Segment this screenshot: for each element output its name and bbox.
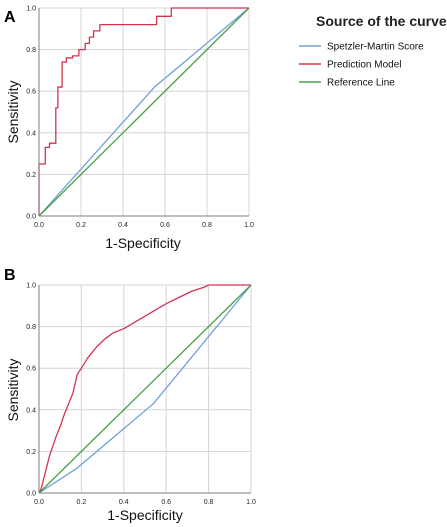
panel-b-series-prediction-model bbox=[38, 284, 251, 494]
panel-b-y-tick-label: 1.0 bbox=[26, 283, 36, 290]
panel-b-x-axis-label: 1-Specificity bbox=[107, 507, 182, 523]
panel-b-series-spetzler-martin-score bbox=[38, 284, 252, 494]
panel-b-x-tick-label: 0.4 bbox=[119, 499, 129, 506]
panel-b: B 0.0 0.2 0.4 0.6 0.8 1.0 0.00.20.40.60.81.0 … bbox=[4, 267, 256, 523]
panel-b-series bbox=[38, 284, 252, 494]
panel-b-y-tick-label: 0.6 bbox=[26, 366, 36, 373]
panel-a-y-tick-label: 0.0 bbox=[26, 214, 36, 221]
panel-b-label: B bbox=[4, 267, 16, 284]
panel-a-y-tick-label: 1.0 bbox=[26, 6, 36, 13]
legend-item-prediction-model: Prediction Model bbox=[299, 60, 401, 71]
panel-a-x-tick-label: 0.0 bbox=[34, 222, 44, 229]
panel-b-x-tick-label: 0.8 bbox=[204, 499, 214, 506]
panel-b-x-tick-label: 1.0 bbox=[246, 499, 256, 506]
panel-a-axes bbox=[38, 8, 249, 217]
panel-a-x-tick-label: 1.0 bbox=[244, 222, 254, 229]
panel-a-series bbox=[38, 7, 250, 217]
legend-label-prediction-model: Prediction Model bbox=[327, 60, 401, 71]
panel-b-y-tick-label: 0.8 bbox=[26, 324, 36, 331]
panel-a-series-prediction-model bbox=[38, 7, 249, 216]
panel-b-x-tick-label: 0.0 bbox=[34, 499, 44, 506]
panel-b-y-tick-label: 0.4 bbox=[26, 407, 36, 414]
panel-a-x-axis-label: 1-Specificity bbox=[105, 235, 180, 251]
panel-b-grid bbox=[39, 284, 252, 493]
panel-b-axes bbox=[38, 285, 251, 494]
panel-a-x-tick-label: 0.6 bbox=[160, 222, 170, 229]
panel-a-y-tick-label: 0.2 bbox=[26, 172, 36, 179]
legend-title: Source of the curve bbox=[316, 13, 447, 29]
legend: Source of the curve Spetzler-Martin Scor… bbox=[299, 13, 447, 89]
panel-b-y-axis-label: Sensitivity bbox=[5, 358, 21, 421]
panel-b-y-tick-label: 0.0 bbox=[26, 491, 36, 498]
panel-b-y-ticks: 0.0 0.2 0.4 0.6 0.8 1.0 bbox=[26, 283, 36, 498]
panel-a-y-tick-label: 0.8 bbox=[26, 47, 36, 54]
panel-a-x-ticks: 0.0 0.2 0.4 0.6 0.8 1.0 bbox=[34, 222, 254, 229]
panel-b-x-tick-label: 0.6 bbox=[161, 499, 171, 506]
panel-b-y-tick-label: 0.2 bbox=[26, 449, 36, 456]
legend-label-reference-line: Reference Line bbox=[327, 78, 395, 89]
panel-a-y-tick-label: 0.4 bbox=[26, 130, 36, 137]
panel-a-series-spetzler-martin-score bbox=[38, 7, 250, 217]
panel-a-y-tick-label: 0.6 bbox=[26, 89, 36, 96]
panel-b-series-reference-line bbox=[38, 284, 252, 494]
panel-a-x-tick-label: 0.4 bbox=[118, 222, 128, 229]
panel-a-y-ticks: 0.0 0.2 0.4 0.6 0.8 1.0 bbox=[26, 6, 36, 221]
legend-item-spetzler-martin: Spetzler-Martin Score bbox=[299, 42, 424, 53]
panel-a: A 0.0 0.2 0.4 0.6 0.8 1.0 0.00.20.40.60.81.0 … bbox=[4, 6, 254, 252]
legend-item-reference-line: Reference Line bbox=[299, 78, 395, 89]
panel-b-x-ticks: 0.0 0.2 0.4 0.6 0.8 1.0 bbox=[34, 499, 256, 506]
panel-a-y-axis-label: Sensitivity bbox=[5, 80, 21, 143]
panel-a-x-tick-label: 0.8 bbox=[202, 222, 212, 229]
panel-a-label: A bbox=[4, 9, 16, 26]
panel-a-series-reference-line bbox=[38, 7, 250, 217]
legend-label-spetzler-martin: Spetzler-Martin Score bbox=[327, 42, 424, 53]
panel-a-x-tick-label: 0.2 bbox=[76, 222, 86, 229]
panel-b-x-tick-label: 0.2 bbox=[77, 499, 87, 506]
